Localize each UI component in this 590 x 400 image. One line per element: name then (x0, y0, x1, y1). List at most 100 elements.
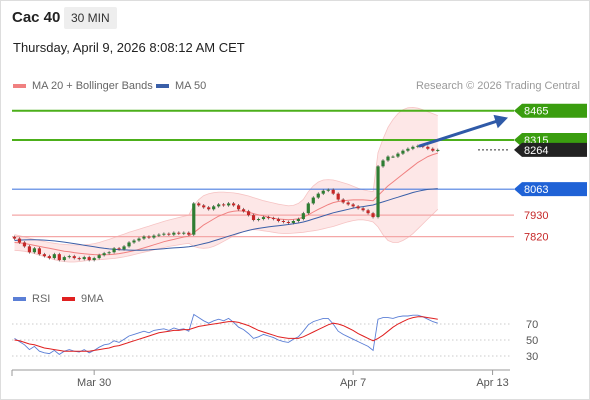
candles (12, 144, 440, 262)
candle-body (37, 248, 41, 255)
copyright-label: Research © 2026 Trading Central (415, 80, 580, 92)
candle-body (127, 242, 131, 247)
ma20-line (14, 152, 438, 256)
candle-body (212, 206, 216, 210)
ma50-line (14, 188, 438, 251)
rsi-swatch (13, 297, 26, 301)
candle-body (271, 218, 276, 220)
candle-body (142, 236, 146, 239)
candle-body (117, 248, 121, 250)
rsi-line (14, 313, 438, 355)
legend-ma20: MA 20 + Bollinger Bands (13, 80, 153, 92)
ma50-swatch (156, 84, 169, 88)
candle-body (241, 209, 246, 212)
candle-body (301, 213, 305, 220)
candle-body (42, 254, 46, 257)
candle-body (47, 256, 51, 259)
legend-rsi-ma-label: 9MA (81, 293, 104, 305)
candle-body (97, 255, 101, 259)
candle-body (112, 248, 116, 253)
level-tag-8063: 8063 (514, 182, 587, 197)
x-tick-label: Mar 30 (77, 377, 111, 389)
candle-body (256, 219, 261, 221)
candle-body (197, 203, 201, 206)
level-label-8465: 8465 (524, 106, 548, 118)
candle-body (167, 233, 171, 235)
bollinger-upper-line (14, 106, 438, 246)
candle-body (177, 232, 181, 234)
forecast-arrow-shaft (418, 118, 502, 148)
candle-body (321, 190, 325, 194)
candle-body (227, 203, 231, 206)
rsi-ma-line (14, 316, 438, 352)
candle-body (67, 256, 71, 258)
candle-body (341, 199, 345, 203)
candle-body (152, 235, 156, 238)
candle-body (17, 238, 22, 243)
candle-body (52, 254, 56, 259)
candle-body (261, 217, 266, 220)
candle-body (426, 146, 430, 149)
candle-body (351, 204, 355, 207)
candle-body (391, 156, 395, 158)
candle-body (326, 189, 330, 191)
candle-body (22, 242, 27, 247)
timeframe-button[interactable]: 30 MIN (64, 7, 117, 29)
level-tag-8465: 8465 (514, 103, 587, 118)
bollinger-band (14, 107, 438, 263)
level-tag-8264: 8264 (514, 142, 587, 157)
candle-body (122, 246, 126, 250)
rsi-level-label-70: 70 (526, 319, 538, 331)
x-tick-label: Apr 7 (340, 377, 366, 389)
candle-body (107, 252, 111, 254)
legend-ma50-label: MA 50 (175, 80, 207, 92)
candle-body (346, 202, 350, 205)
candle-body (361, 208, 365, 211)
candle-body (406, 148, 410, 151)
candle-body (396, 153, 400, 157)
candle-body (147, 236, 151, 238)
candle-body (296, 219, 300, 221)
candle-body (286, 221, 290, 223)
candle-body (162, 233, 166, 235)
level-label-7930: 7930 (524, 210, 548, 222)
candle-body (281, 221, 286, 222)
candle-body (172, 232, 176, 235)
candle-body (266, 217, 271, 219)
rsi-level-label-30: 30 (526, 351, 538, 363)
ma20-swatch (13, 84, 26, 88)
level-label-8063: 8063 (524, 184, 548, 196)
candle-body (311, 197, 315, 204)
rsi-level-label-50: 50 (526, 335, 538, 347)
candle-body (132, 240, 136, 243)
candle-body (12, 237, 17, 239)
candle-body (72, 256, 76, 259)
candle-body (82, 257, 86, 260)
candle-body (202, 205, 206, 208)
level-tag-bg (514, 142, 587, 157)
candle-body (316, 193, 320, 198)
legend-rsi-label: RSI (32, 293, 51, 305)
candle-body (306, 203, 310, 214)
candle-body (222, 204, 226, 206)
candle-body (207, 207, 211, 210)
candle-body (276, 219, 281, 221)
candle-body (371, 213, 375, 218)
candle-body (192, 203, 196, 235)
level-label-7820: 7820 (524, 232, 548, 244)
legend-ma50: MA 50 (156, 80, 206, 92)
candle-body (182, 232, 186, 234)
candle-body (157, 234, 161, 236)
x-tick-label: Apr 13 (476, 377, 508, 389)
candle-body (411, 146, 415, 149)
candle-body (291, 221, 295, 223)
candle-body (32, 248, 37, 253)
legend-rsi-ma: 9MA (62, 293, 104, 305)
level-tag-bg (514, 182, 587, 197)
candle-body (356, 206, 360, 209)
forecast-arrow-head (493, 114, 508, 129)
bollinger-lower-line (14, 209, 439, 263)
candle-body (436, 149, 440, 151)
candle-body (236, 205, 241, 210)
